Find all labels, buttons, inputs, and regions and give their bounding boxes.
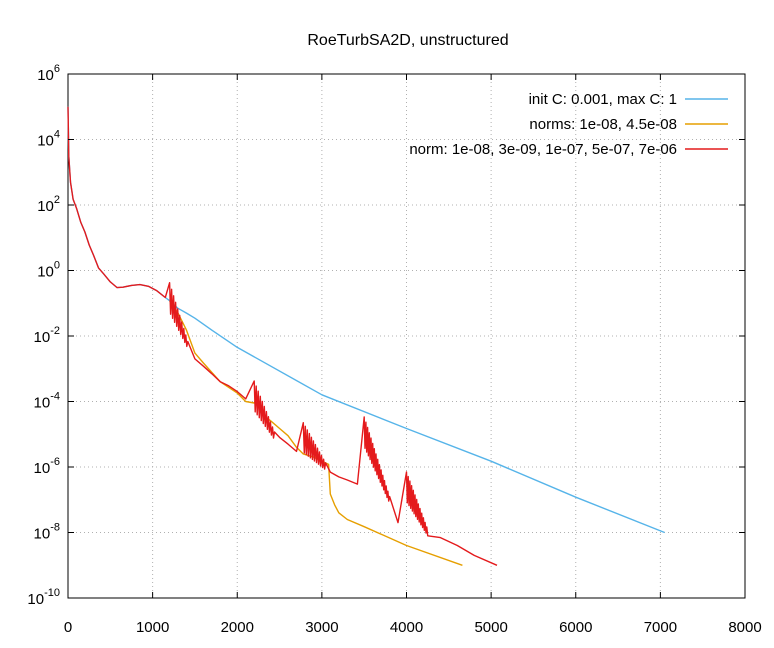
x-tick-label: 8000 bbox=[728, 619, 761, 636]
legend: init C: 0.001, max C: 1 norms: 1e-08, 4.5… bbox=[409, 91, 728, 158]
y-tick-label: 10-6 bbox=[34, 456, 60, 477]
x-tick-label: 5000 bbox=[474, 619, 507, 636]
x-tick-label: 2000 bbox=[221, 619, 254, 636]
chart-title: RoeTurbSA2D, unstructured bbox=[307, 32, 508, 49]
y-tick-label: 10-10 bbox=[27, 587, 60, 608]
x-tick-label: 3000 bbox=[305, 619, 338, 636]
x-tick-label: 0 bbox=[64, 619, 72, 636]
y-tick-label: 10-2 bbox=[34, 325, 60, 346]
series-line-3 bbox=[67, 106, 498, 566]
legend-label-1: init C: 0.001, max C: 1 bbox=[529, 91, 677, 108]
grid bbox=[68, 74, 745, 598]
series-line-1 bbox=[67, 106, 665, 534]
y-tick-label: 10-4 bbox=[34, 391, 60, 412]
x-tick-label: 4000 bbox=[390, 619, 423, 636]
y-tick-label: 10-8 bbox=[34, 522, 60, 543]
x-tick-label: 7000 bbox=[644, 619, 677, 636]
legend-label-2: norms: 1e-08, 4.5e-08 bbox=[529, 116, 677, 133]
y-tick-label: 106 bbox=[37, 63, 60, 84]
y-tick-label: 104 bbox=[37, 129, 60, 150]
series-layer bbox=[67, 106, 665, 566]
x-axis-ticks: 0 1000 2000 3000 4000 5000 6000 7000 8000 bbox=[64, 74, 762, 636]
x-tick-label: 6000 bbox=[559, 619, 592, 636]
y-tick-label: 100 bbox=[37, 260, 60, 281]
y-tick-label: 102 bbox=[37, 194, 60, 215]
x-tick-label: 1000 bbox=[136, 619, 169, 636]
series-line-2 bbox=[169, 300, 463, 566]
legend-label-3: norm: 1e-08, 3e-09, 1e-07, 5e-07, 7e-06 bbox=[409, 141, 677, 158]
y-axis-ticks: 10-10 10-8 10-6 10-4 10-2 100 102 104 106 bbox=[27, 63, 745, 608]
